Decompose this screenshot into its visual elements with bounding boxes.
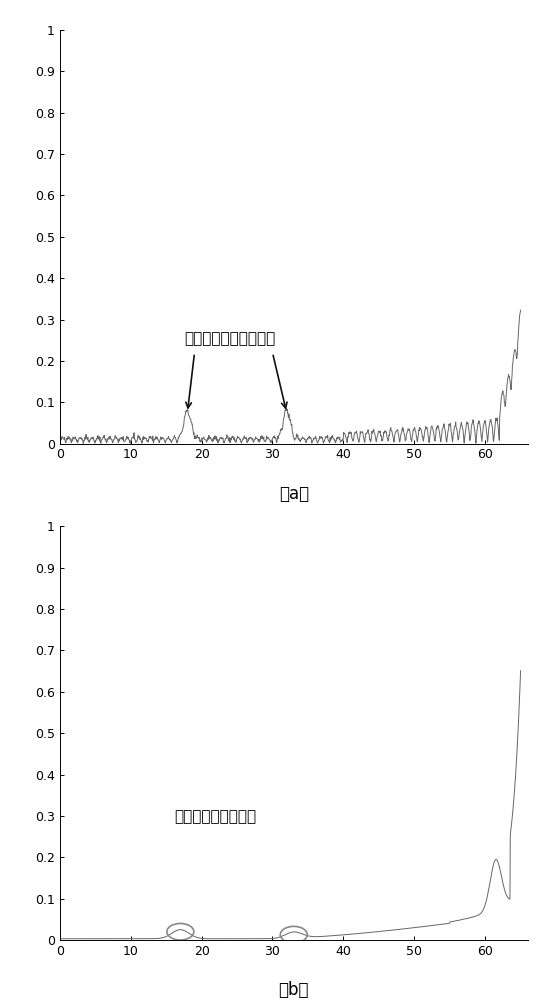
- Text: （a）: （a）: [279, 485, 309, 503]
- Text: 故障点所在位置清晰: 故障点所在位置清晰: [175, 809, 257, 824]
- Text: 故障点所在位置不明显: 故障点所在位置不明显: [184, 331, 276, 346]
- Text: （b）: （b）: [279, 981, 309, 999]
